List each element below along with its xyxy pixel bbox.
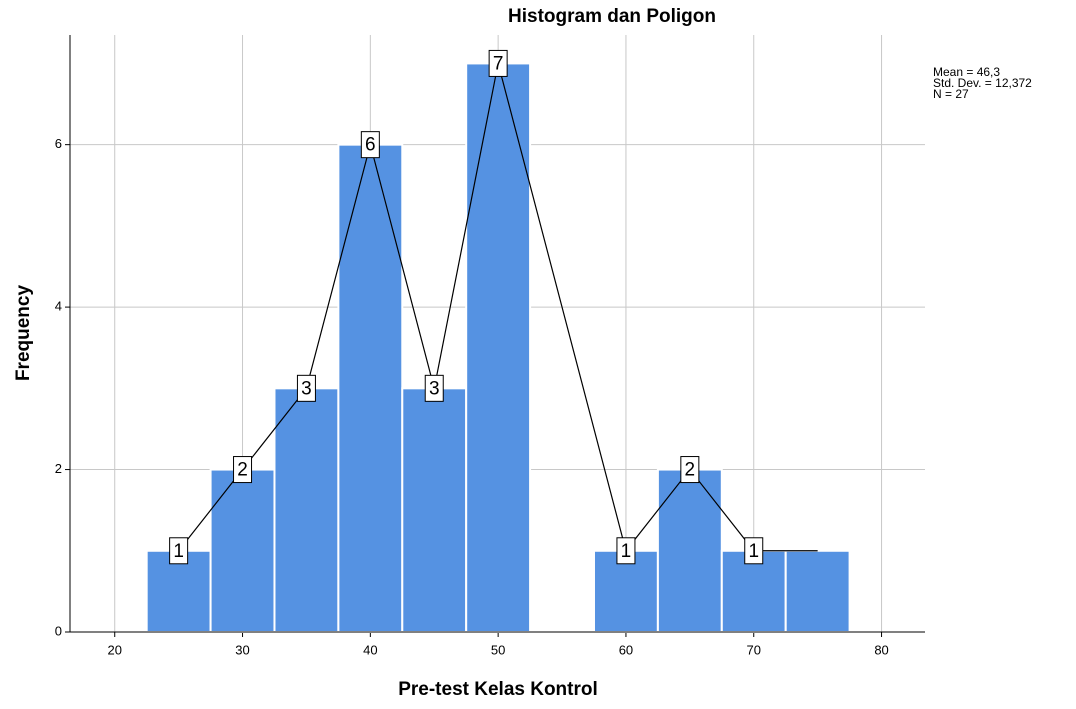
data-label: 2 — [685, 460, 696, 481]
data-label: 3 — [301, 378, 312, 399]
data-label: 3 — [429, 378, 440, 399]
bar — [656, 468, 723, 633]
y-tick-label: 2 — [55, 461, 62, 476]
data-label-box — [360, 131, 380, 159]
bar — [784, 549, 851, 633]
bar — [720, 549, 787, 633]
stats-text: Mean = 46,3 — [933, 65, 1000, 79]
stats-text: Std. Dev. = 12,372 — [933, 76, 1032, 90]
bar — [337, 143, 404, 633]
x-tick-label: 70 — [747, 642, 761, 657]
data-label: 1 — [748, 541, 759, 562]
data-label-box — [424, 374, 444, 402]
bar — [401, 387, 468, 633]
x-tick-label: 80 — [874, 642, 888, 657]
data-label-box — [744, 537, 764, 565]
x-tick-label: 60 — [619, 642, 633, 657]
bar — [273, 387, 340, 633]
x-tick-label: 20 — [107, 642, 121, 657]
x-tick-label: 50 — [491, 642, 505, 657]
data-label: 6 — [365, 135, 376, 156]
x-tick-label: 40 — [363, 642, 377, 657]
data-label-box — [296, 374, 316, 402]
chart-title: Histogram dan Poligon — [508, 6, 716, 27]
x-axis-label: Pre-test Kelas Kontrol — [398, 679, 598, 700]
data-label: 7 — [493, 53, 504, 74]
data-label-box — [616, 537, 636, 565]
data-label-box — [169, 537, 189, 565]
x-tick-label: 30 — [235, 642, 249, 657]
y-tick-label: 6 — [55, 136, 62, 151]
y-axis-label: Frequency — [13, 285, 34, 382]
stats-text: N = 27 — [933, 87, 969, 101]
data-label-box — [680, 456, 700, 484]
y-tick-label: 0 — [55, 623, 62, 638]
data-label-box — [233, 456, 253, 484]
data-label: 2 — [237, 460, 248, 481]
data-label: 1 — [621, 541, 632, 562]
bar — [209, 468, 276, 633]
y-tick-label: 4 — [55, 299, 62, 314]
polygon-line — [178, 63, 818, 553]
data-label: 1 — [173, 541, 184, 562]
data-label-box — [488, 49, 508, 77]
